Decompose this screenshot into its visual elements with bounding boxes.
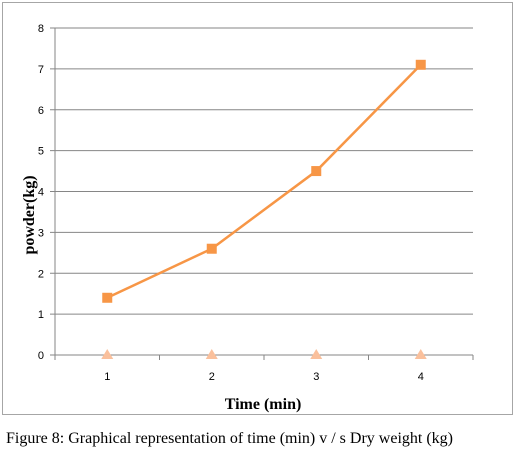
y-tick-label: 3 — [38, 227, 44, 239]
data-point-triangle — [414, 349, 427, 359]
y-tick-label: 1 — [38, 309, 44, 321]
x-tick-labels: 1 2 3 4 — [104, 371, 424, 383]
gridlines — [55, 27, 473, 315]
data-point-square — [102, 292, 113, 303]
y-tick-label: 8 — [38, 23, 44, 35]
x-tick-label: 3 — [313, 371, 319, 383]
data-point-square — [206, 243, 217, 254]
chart-frame — [2, 2, 513, 415]
series-line — [106, 63, 422, 299]
data-point-square — [311, 166, 322, 177]
y-tick-labels: 0 1 2 3 4 5 6 7 8 — [38, 23, 44, 362]
data-point-triangle — [101, 349, 114, 359]
y-tick-label: 2 — [38, 268, 44, 280]
data-point-square — [415, 59, 426, 70]
x-tick-label: 1 — [104, 371, 110, 383]
data-point-triangle — [205, 349, 218, 359]
y-tick-label: 5 — [38, 146, 44, 158]
x-axis-title: Time (min) — [225, 396, 302, 413]
y-axis-title: powder(kg) — [21, 175, 38, 254]
y-tick-label: 6 — [38, 105, 44, 117]
y-tick-label: 4 — [38, 187, 44, 199]
axes — [50, 27, 474, 360]
y-tick-label: 0 — [38, 350, 44, 362]
data-series — [101, 59, 427, 359]
data-point-triangle — [310, 349, 323, 359]
line-chart: 0 1 2 3 4 5 6 7 8 1 2 3 4 Time (min) powder(kg) — [21, 23, 474, 413]
x-tick-label: 4 — [418, 371, 424, 383]
x-tick-label: 2 — [209, 371, 215, 383]
figure-caption: Figure 8: Graphical representation of ti… — [6, 430, 453, 447]
y-tick-label: 7 — [38, 64, 44, 76]
